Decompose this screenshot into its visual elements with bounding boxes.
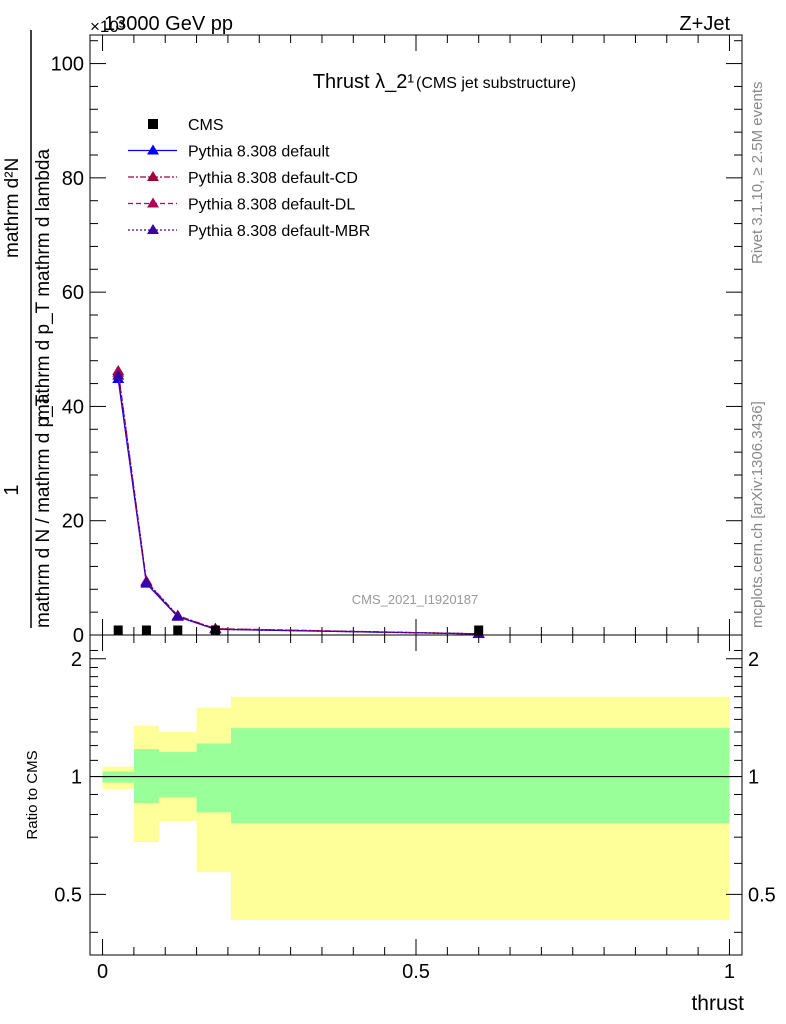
ratio-bands — [102, 696, 730, 921]
legend-label: Pythia 8.308 default-CD — [188, 170, 358, 187]
ratio-y-tick-label-left: 1 — [71, 767, 82, 789]
data-point-marker — [210, 625, 220, 635]
x-tick-label: 0 — [97, 961, 108, 983]
legend-marker — [147, 197, 159, 208]
legend-marker — [147, 144, 159, 155]
y-label-denominator: mathrm d N / mathrm d p_T — [33, 394, 54, 628]
ratio-axis-ticks — [90, 635, 742, 955]
legend-marker — [147, 224, 159, 234]
legend-label: CMS — [188, 117, 224, 134]
legend-label: Pythia 8.308 default-DL — [188, 197, 355, 214]
series-marker — [112, 369, 125, 380]
series-marker — [140, 576, 153, 587]
y-tick-label: 20 — [62, 511, 84, 533]
legend-label: Pythia 8.308 default-MBR — [188, 223, 370, 240]
mcplots-reference-label: mcplots.cern.ch [arXiv:1306.3436] — [749, 401, 766, 628]
data-point-marker — [141, 625, 151, 635]
plot-subtitle: (CMS jet substructure) — [416, 75, 576, 92]
rivet-version-label: Rivet 3.1.10, ≥ 2.5M events — [749, 82, 766, 265]
y-label-rhs-numerator: mathrm d²N — [2, 158, 23, 258]
ratio-y-tick-label-right: 0.5 — [748, 884, 776, 906]
main-y-tick-labels: 0 20 40 60 80 100 — [51, 54, 84, 647]
y-label-numerator: 1 — [1, 484, 23, 495]
y-tick-label: 100 — [51, 54, 84, 76]
x-axis-label: thrust — [691, 992, 744, 1015]
ratio-y-tick-labels: 0.5 0.5 1 1 2 2 — [54, 649, 776, 907]
y-label-rhs-denominator: mathrm d p_T mathrm d lambda — [33, 149, 54, 420]
y-tick-label: 80 — [62, 168, 84, 190]
legend: CMS Pythia 8.308 default Pythia 8.308 defa… — [128, 117, 370, 240]
ratio-y-axis-label: Ratio to CMS — [24, 750, 41, 839]
x-tick-label: 0.5 — [402, 961, 430, 983]
data-point-marker — [474, 625, 484, 635]
ratio-inner-band — [158, 752, 197, 798]
data-point-marker — [173, 625, 183, 635]
series-marker — [171, 610, 184, 621]
legend-marker — [148, 119, 158, 129]
plot-title: Thrust λ_2¹ — [313, 71, 414, 93]
legend-label: Pythia 8.308 default — [188, 144, 330, 161]
header-energy-label: 13000 GeV pp — [104, 13, 233, 35]
x-tick-labels: 0 0.5 1 — [97, 961, 735, 983]
y-tick-label: 0 — [73, 625, 84, 647]
y-tick-label: 40 — [62, 396, 84, 418]
main-panel: 0 20 40 60 80 100 Thrust λ_2¹ (CMS jet substr… — [51, 34, 743, 647]
y-scale-marker: ×10³ — [90, 17, 125, 36]
main-axis-ticks — [90, 35, 742, 636]
ratio-y-tick-label-left: 0.5 — [54, 884, 82, 906]
ratio-panel: 0.5 0.51 12 2 0 0.5 1 Ratio to CMS thrust — [24, 634, 776, 1015]
x-tick-label: 1 — [724, 961, 735, 983]
header-process-label: Z+Jet — [679, 13, 730, 35]
main-y-axis-label: 1 mathrm d N / mathrm d p_T mathrm d²N m… — [1, 30, 54, 628]
ratio-y-tick-label-right: 1 — [748, 767, 759, 789]
ratio-y-tick-label-left: 2 — [71, 649, 82, 671]
y-tick-label: 60 — [62, 282, 84, 304]
ratio-inner-band — [231, 728, 730, 824]
ratio-inner-band — [196, 743, 232, 813]
ratio-y-tick-label-right: 2 — [748, 649, 759, 671]
data-point-marker — [113, 625, 123, 635]
main-series-group — [112, 365, 485, 638]
legend-marker — [147, 171, 159, 181]
analysis-watermark: CMS_2021_I1920187 — [352, 592, 479, 607]
